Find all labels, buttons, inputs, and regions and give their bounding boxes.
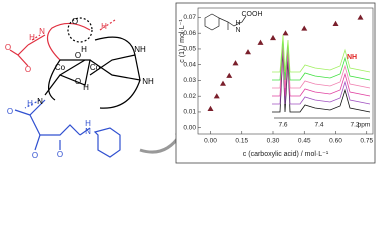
y-tick-label: 0.07: [183, 14, 196, 21]
y-tick-label: 0.00: [183, 124, 196, 131]
point: [213, 93, 220, 99]
y-tick-label: 0.04: [183, 61, 196, 68]
point: [226, 72, 233, 78]
atom-label: H: [83, 83, 89, 92]
atom-label: O: [75, 77, 81, 86]
point: [282, 30, 289, 36]
point: [207, 105, 214, 111]
atom-label: N: [85, 127, 91, 136]
atom-label: Co: [90, 63, 101, 72]
spectra: [272, 34, 371, 119]
ppm-tick: 7.6: [278, 122, 287, 129]
inset-acid: COOH: [242, 11, 263, 18]
x-tick-label: 0.00: [204, 138, 217, 145]
atom-label: O: [25, 65, 31, 74]
x-tick-label: 0.15: [235, 138, 248, 145]
atom-label: N: [39, 27, 45, 36]
page: {"chart_data": {"type": "scatter", "x_la…: [4, 2, 376, 164]
point: [357, 14, 364, 20]
atom-label: NH: [134, 45, 146, 54]
point: [220, 80, 226, 86]
point: [270, 34, 276, 41]
inset-molecule: [204, 13, 247, 31]
atom-label: H: [29, 33, 35, 42]
plot-area: [197, 7, 374, 135]
inset-n: N: [235, 27, 240, 34]
y-tick-label: 0.05: [183, 46, 196, 53]
atom-label: H: [81, 45, 87, 54]
y-tick-label: 0.01: [183, 109, 196, 116]
point: [257, 39, 264, 45]
y-axis-label: c (1) / mol·L⁻¹: [179, 19, 186, 63]
x-tick-label: 0.60: [329, 138, 342, 145]
y-tick-label: 0.06: [183, 30, 196, 37]
atom-label: O: [32, 151, 38, 160]
inset-h: H: [235, 20, 240, 27]
atom-label: O: [72, 17, 78, 26]
atom-label: O: [75, 51, 81, 60]
chart: 0.00 0.01 0.02 0.03 0.04 0.05 0.06 0.07 0.00 0.15…: [179, 7, 374, 158]
x-tick-label: 0.45: [298, 138, 311, 145]
atom-label: H: [85, 119, 91, 128]
atom-label: O: [7, 107, 13, 116]
x-axis-label: c (carboxylic acid) / mol·L⁻¹: [243, 151, 329, 158]
y-tick-label: 0.02: [183, 93, 196, 100]
atom-label: H: [101, 22, 107, 31]
nh-label: NH: [347, 54, 357, 61]
point: [301, 25, 308, 31]
x-tick-label: 0.75: [360, 138, 373, 145]
panel: [175, 2, 376, 164]
x-tick-label: 0.30: [267, 138, 280, 145]
atom-label: N: [37, 97, 43, 106]
atom-label: H: [27, 99, 33, 108]
ppm-tick: 7.4: [314, 122, 323, 129]
arrow: [139, 134, 182, 154]
atom-label: NH: [142, 77, 154, 86]
atom-label: Co: [55, 63, 66, 72]
structure-bonds: [9, 17, 141, 158]
y-tick-label: 0.03: [183, 77, 196, 84]
ppm-unit: ppm: [358, 122, 371, 129]
point: [245, 49, 251, 55]
ppm-tick: 7.2: [350, 122, 359, 129]
point: [232, 60, 239, 66]
atom-label: O: [5, 43, 11, 52]
point: [332, 20, 339, 26]
atom-label: O: [57, 150, 63, 159]
